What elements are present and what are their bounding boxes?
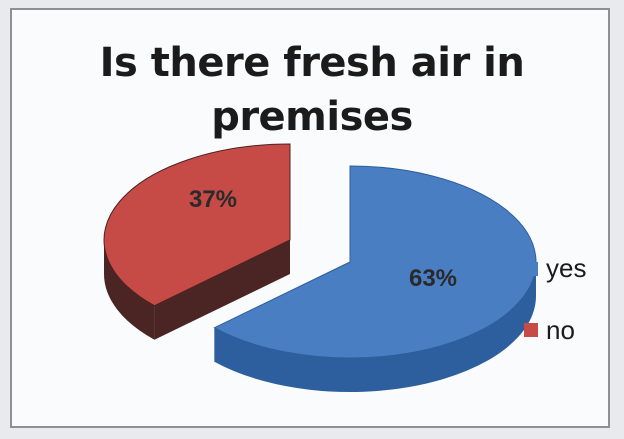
slice-wall-no-0 bbox=[154, 240, 290, 340]
data-label-yes: 63% bbox=[409, 265, 457, 292]
slice-top-yes bbox=[213, 165, 537, 359]
legend-swatch-yes bbox=[524, 262, 538, 276]
legend-label-no: no bbox=[546, 315, 575, 345]
data-label-no: 37% bbox=[189, 186, 237, 213]
slice-rim-yes bbox=[214, 262, 536, 393]
slice-top-no bbox=[103, 143, 291, 307]
chart-title: Is there fresh air in premises bbox=[0, 36, 624, 144]
slice-rim-no bbox=[103, 240, 155, 340]
pie-slice-no bbox=[103, 143, 291, 340]
chart-title-line-1: Is there fresh air in bbox=[99, 40, 525, 86]
chart-title-line-2: premises bbox=[211, 94, 413, 140]
pie-slice-yes bbox=[213, 165, 537, 393]
legend-swatch-no bbox=[524, 323, 538, 337]
legend-label-yes: yes bbox=[546, 253, 586, 283]
legend: yes no bbox=[524, 253, 586, 345]
